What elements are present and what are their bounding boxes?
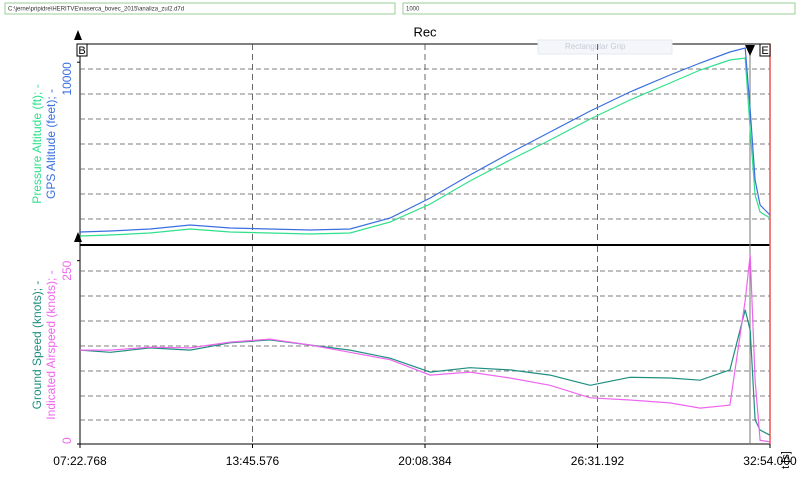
series-line — [80, 57, 771, 237]
y-tick-label: 250 — [60, 260, 74, 280]
value-text: 1000 — [406, 7, 420, 13]
axis-label: GPS Altitude (feet); - — [44, 89, 58, 199]
x-tick-label: 13:45.576 — [226, 454, 280, 468]
scale-arrow[interactable] — [74, 30, 82, 40]
x-tick-label: 20:08.384 — [398, 454, 452, 468]
path-field[interactable] — [4, 2, 396, 15]
axis-label: Ground Speed (knots); - — [30, 281, 44, 410]
series-line — [80, 254, 771, 443]
series-line — [80, 47, 771, 233]
title: Rec — [413, 24, 437, 39]
end-label: E — [761, 45, 768, 57]
plots: 10000 Pressure Altitude (ft); - GPS Altitu… — [30, 44, 797, 469]
x-tick-label: 07:22.768 — [53, 454, 107, 468]
cursor-handle[interactable] — [745, 45, 755, 56]
end-marker[interactable] — [759, 43, 771, 57]
axis-label: Pressure Altitude (ft); - — [30, 84, 44, 203]
scale-arrow[interactable] — [74, 232, 82, 242]
y-tick-label: 0 — [60, 437, 74, 444]
tooltip-text: Rectangular Grip — [565, 42, 626, 51]
tooltip — [537, 39, 673, 55]
series-line — [80, 309, 771, 436]
begin-marker[interactable] — [76, 43, 88, 57]
y-tick-label: 10000 — [60, 62, 74, 96]
axis-label: Indicated Airspeed (knots); - — [44, 270, 58, 419]
x-axis-label: t [s] — [780, 451, 792, 469]
x-tick-label: 32:54.000 — [743, 454, 797, 468]
value-field[interactable] — [402, 2, 796, 15]
begin-label: B — [78, 45, 85, 57]
x-tick-label: 26:31.192 — [571, 454, 625, 468]
path-text: C:\jerne\pripidre\HERITVE\naserca_bovec_… — [8, 7, 184, 13]
